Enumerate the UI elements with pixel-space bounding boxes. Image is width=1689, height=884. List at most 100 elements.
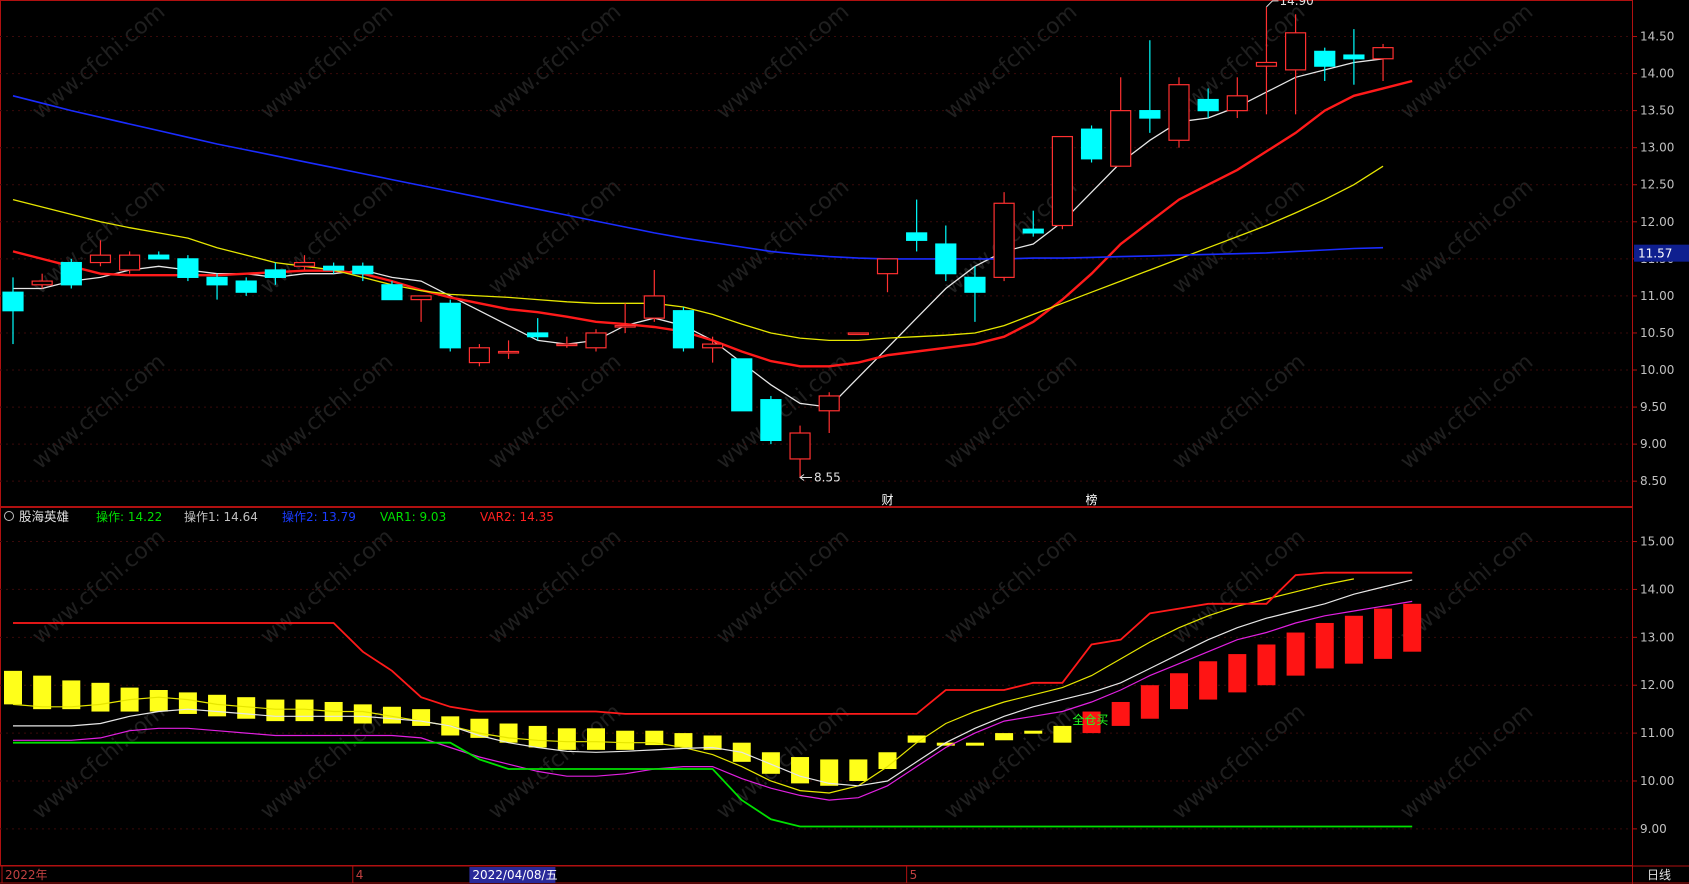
indicator-bar[interactable] bbox=[674, 733, 693, 748]
candle-body[interactable] bbox=[1314, 50, 1336, 67]
indicator-bar[interactable] bbox=[849, 759, 868, 781]
candle-body[interactable] bbox=[556, 343, 578, 347]
indicator-bar[interactable] bbox=[470, 718, 489, 738]
candle-body[interactable] bbox=[1255, 61, 1278, 67]
indicator-bar[interactable] bbox=[936, 742, 955, 746]
indicator-bar[interactable] bbox=[412, 709, 431, 726]
indicator-bar[interactable] bbox=[1403, 603, 1422, 652]
candle-body[interactable] bbox=[118, 254, 141, 271]
candle-body[interactable] bbox=[206, 276, 228, 286]
indicator-bar[interactable] bbox=[266, 699, 285, 722]
indicator-bar[interactable] bbox=[499, 723, 518, 743]
candle-body[interactable] bbox=[964, 276, 986, 293]
indicator-bar[interactable] bbox=[616, 730, 635, 750]
indicator-bar[interactable] bbox=[587, 728, 605, 750]
candle-body[interactable] bbox=[527, 332, 549, 338]
indicator-bar[interactable] bbox=[761, 752, 780, 774]
indicator-bar[interactable] bbox=[1374, 608, 1393, 659]
indicator-bar[interactable] bbox=[208, 694, 227, 717]
indicator-bar[interactable] bbox=[1315, 622, 1334, 669]
candle-body[interactable] bbox=[497, 350, 520, 354]
indicator-bar[interactable] bbox=[1111, 701, 1130, 726]
indicator-bar[interactable] bbox=[1257, 644, 1276, 686]
candle-body[interactable] bbox=[89, 254, 112, 264]
indicator-bar[interactable] bbox=[91, 682, 110, 712]
indicator-bar[interactable] bbox=[1228, 654, 1247, 693]
indicator-bar[interactable] bbox=[62, 680, 81, 710]
indicator-bar[interactable] bbox=[237, 697, 256, 719]
candle-body[interactable] bbox=[1022, 228, 1044, 234]
candle-body[interactable] bbox=[701, 343, 724, 349]
indicator-bars[interactable] bbox=[4, 603, 1422, 786]
candle-body[interactable] bbox=[1080, 128, 1103, 160]
indicator-bar[interactable] bbox=[178, 692, 197, 714]
candle-body[interactable] bbox=[381, 284, 403, 301]
candle-body[interactable] bbox=[1110, 110, 1132, 167]
candle-body[interactable] bbox=[1168, 84, 1190, 141]
indicator-bar[interactable] bbox=[1170, 673, 1188, 710]
price-panel[interactable]: 14.5014.0013.5013.0012.5012.0011.5011.00… bbox=[0, 0, 1689, 507]
candle-body[interactable] bbox=[614, 324, 636, 328]
candle-body[interactable] bbox=[1226, 95, 1248, 112]
candle-body[interactable] bbox=[148, 254, 170, 260]
candle-body[interactable] bbox=[643, 295, 665, 319]
candle-body[interactable] bbox=[935, 243, 957, 275]
candle-body[interactable] bbox=[1372, 47, 1394, 60]
candle-body[interactable] bbox=[876, 258, 899, 275]
indicator-bar[interactable] bbox=[907, 735, 926, 743]
candle-body[interactable] bbox=[585, 332, 607, 349]
indicator-bar[interactable] bbox=[4, 670, 22, 705]
indicator-bar[interactable] bbox=[149, 690, 168, 712]
indicator-bar[interactable] bbox=[1082, 711, 1101, 734]
candle-body[interactable] bbox=[293, 261, 316, 267]
period-label[interactable]: 日线 bbox=[1647, 868, 1671, 882]
candle-body[interactable] bbox=[1051, 135, 1074, 227]
candle-body[interactable] bbox=[1197, 98, 1219, 112]
indicator-bar[interactable] bbox=[295, 699, 314, 722]
candle-body[interactable] bbox=[1139, 110, 1161, 119]
indicator-bar[interactable] bbox=[645, 730, 664, 746]
candle-body[interactable] bbox=[439, 302, 461, 349]
candles[interactable] bbox=[2, 6, 1394, 478]
candle-body[interactable] bbox=[760, 399, 782, 442]
indicator-bar[interactable] bbox=[1286, 632, 1305, 676]
candle-body[interactable] bbox=[672, 310, 695, 349]
candle-body[interactable] bbox=[906, 232, 928, 241]
indicator-bar[interactable] bbox=[1140, 685, 1159, 719]
candle-body[interactable] bbox=[847, 332, 869, 336]
indicator-bar[interactable] bbox=[1053, 725, 1072, 743]
indicator-bar[interactable] bbox=[33, 675, 52, 710]
indicator-bar[interactable] bbox=[557, 728, 576, 750]
indicator-panel[interactable]: 15.00 14.00 13.00 12.00 11.00 10.00 9.00 全仓买 bbox=[0, 507, 1674, 866]
indicator-bar[interactable] bbox=[995, 733, 1014, 741]
candle-body[interactable] bbox=[264, 269, 286, 278]
candle-body[interactable] bbox=[1284, 32, 1307, 71]
candle-body[interactable] bbox=[731, 358, 753, 412]
candle-body[interactable] bbox=[818, 395, 840, 412]
indicator-bar[interactable] bbox=[1344, 615, 1363, 664]
candle-body[interactable] bbox=[60, 261, 82, 286]
indicator-bar[interactable] bbox=[528, 725, 547, 748]
indicator-bar[interactable] bbox=[703, 735, 722, 750]
indicator-bar[interactable] bbox=[820, 759, 839, 786]
indicator-bar[interactable] bbox=[965, 742, 984, 746]
indicator-bar[interactable] bbox=[1199, 661, 1218, 700]
candle-body[interactable] bbox=[468, 347, 490, 364]
candle-body[interactable] bbox=[410, 295, 432, 301]
indicator-settings-icon[interactable] bbox=[4, 511, 14, 521]
candle-body[interactable] bbox=[323, 265, 345, 271]
indicator-bar[interactable] bbox=[1024, 730, 1043, 734]
indicator-name[interactable]: 股海英雄 bbox=[19, 509, 69, 524]
candle-body[interactable] bbox=[2, 291, 24, 312]
candle-body[interactable] bbox=[177, 258, 199, 278]
candle-body[interactable] bbox=[235, 280, 257, 293]
indicator-bar[interactable] bbox=[353, 704, 372, 724]
candle-body[interactable] bbox=[31, 280, 53, 286]
candle-body[interactable] bbox=[993, 202, 1015, 278]
candle-body[interactable] bbox=[1343, 54, 1365, 60]
indicator-bar[interactable] bbox=[791, 757, 810, 784]
candle-body[interactable] bbox=[352, 265, 374, 275]
candle-body[interactable] bbox=[789, 432, 811, 460]
indicator-bar[interactable] bbox=[878, 752, 897, 770]
